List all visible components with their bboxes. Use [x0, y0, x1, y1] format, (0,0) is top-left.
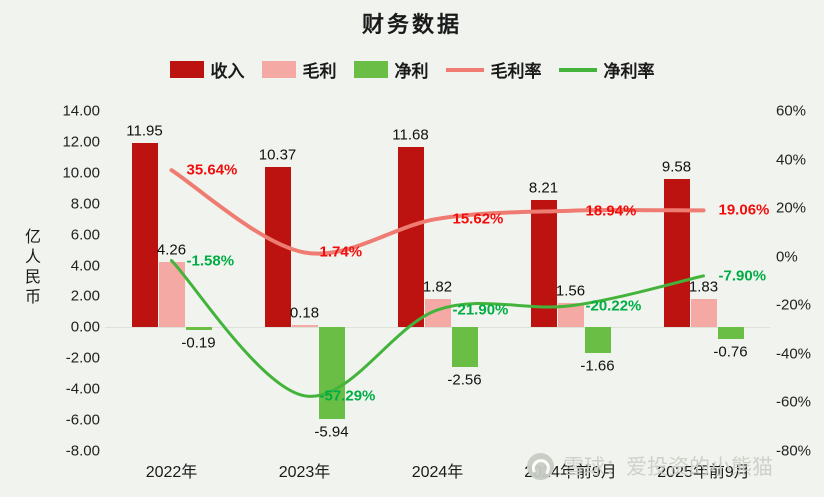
left-axis-tick: -2.00: [65, 349, 100, 367]
right-axis-tick: 60%: [776, 102, 807, 120]
left-axis-tick: 10.00: [62, 164, 100, 182]
net-profit-value-label: -5.94: [314, 423, 349, 441]
x-axis-label: 2023年: [278, 464, 331, 481]
left-axis-tick: -4.00: [65, 380, 100, 398]
x-axis-label: 2022年: [145, 464, 198, 481]
gross-margin-point-label: 15.62%: [452, 210, 504, 228]
net-profit-bar: [451, 327, 478, 367]
legend-item-gross-margin: 毛利率: [445, 57, 542, 82]
revenue-legend-swatch: [169, 61, 204, 78]
gross-profit-value-label: 1.83: [688, 278, 719, 296]
left-axis-tick: 8.00: [70, 195, 100, 213]
revenue-bar: [663, 179, 690, 328]
watermark: 雪球：爱投资的小熊猫: [526, 451, 773, 481]
right-axis-tick: -80%: [776, 442, 812, 460]
gross-profit-bar: [158, 261, 185, 328]
revenue-value-label: 10.37: [258, 146, 297, 164]
x-axis-label: 2025年前9月: [657, 464, 750, 481]
revenue-bar: [530, 200, 557, 328]
gross-margin-point-label: 18.94%: [585, 202, 637, 220]
chart-title: 财务数据: [361, 12, 462, 37]
net-profit-bar: [185, 327, 212, 331]
net-profit-value-label: -1.66: [580, 357, 615, 375]
net-profit-value-label: -0.19: [181, 334, 216, 352]
gross-margin-legend-swatch: [445, 67, 484, 72]
right-axis-tick: 40%: [776, 151, 807, 169]
revenue-legend-label: 收入: [210, 62, 245, 81]
gross-profit-bar: [291, 324, 318, 328]
legend-item-net-profit: 净利: [353, 57, 429, 82]
right-axis-tick: -20%: [776, 296, 812, 314]
revenue-value-label: 11.95: [126, 122, 163, 140]
net-margin-point-label: -21.90%: [452, 301, 509, 319]
right-axis-tick: -60%: [776, 393, 812, 411]
gross-profit-value-label: 1.56: [555, 282, 586, 300]
net-profit-value-label: -0.76: [713, 343, 748, 361]
revenue-bar: [131, 142, 158, 328]
revenue-value-label: 11.68: [392, 126, 429, 144]
left-axis-tick: -8.00: [65, 442, 100, 460]
left-axis-tick: 6.00: [70, 226, 100, 244]
revenue-bar: [264, 167, 291, 328]
legend-item-revenue: 收入: [169, 57, 245, 82]
right-axis-tick: -40%: [776, 345, 812, 363]
gross-profit-value-label: 0.18: [289, 304, 320, 322]
gross-profit-legend-swatch: [261, 61, 296, 78]
legend-item-net-margin: 净利率: [558, 57, 655, 82]
gross-profit-bar: [424, 299, 451, 328]
net-profit-bar: [717, 327, 744, 340]
net-profit-bar: [318, 327, 345, 420]
net-profit-value-label: -2.56: [447, 371, 482, 389]
net-profit-legend-swatch: [353, 61, 388, 78]
revenue-bar: [397, 146, 424, 328]
revenue-value-label: 9.58: [661, 158, 692, 176]
gross-margin-point-label: 19.06%: [718, 201, 770, 219]
legend-item-gross-profit: 毛利: [261, 57, 337, 82]
legend: 收入 毛利 净利 毛利率 净利率: [0, 57, 824, 82]
left-axis-tick: 2.00: [70, 287, 100, 305]
gross-profit-value-label: 1.82: [422, 278, 453, 296]
net-margin-point-label: -7.90%: [718, 267, 767, 285]
gross-margin-point-label: 35.64%: [186, 161, 238, 179]
net-margin-legend-swatch: [558, 67, 597, 72]
left-axis-tick: 12.00: [62, 133, 100, 151]
net-margin-point-label: -20.22%: [585, 297, 642, 315]
right-axis-tick: 20%: [776, 199, 807, 217]
gross-margin-point-label: 1.74%: [319, 243, 363, 261]
gross-profit-bar: [557, 303, 584, 328]
watermark-text: 雪球：爱投资的小熊猫: [563, 456, 773, 479]
left-axis-title: 亿人民币: [22, 228, 39, 308]
gross-margin-legend-label: 毛利率: [490, 62, 542, 81]
gross-profit-value-label: 4.26: [156, 241, 187, 259]
left-axis-tick: 14.00: [62, 102, 100, 120]
xueqiu-logo-icon: [526, 452, 555, 481]
x-axis-label: 2024年: [411, 464, 464, 481]
left-axis-tick: 4.00: [70, 257, 100, 275]
net-profit-bar: [584, 327, 611, 353]
net-margin-point-label: -57.29%: [319, 387, 376, 405]
gross-profit-legend-label: 毛利: [302, 62, 337, 81]
net-profit-legend-label: 净利: [394, 62, 429, 81]
left-axis-tick: 0.00: [70, 318, 100, 336]
gross-profit-bar: [690, 299, 717, 328]
net-margin-legend-label: 净利率: [603, 62, 655, 81]
right-axis-tick: 0%: [776, 248, 798, 266]
left-axis-tick: -6.00: [65, 411, 100, 429]
revenue-value-label: 8.21: [528, 179, 559, 197]
net-margin-point-label: -1.58%: [186, 252, 235, 270]
